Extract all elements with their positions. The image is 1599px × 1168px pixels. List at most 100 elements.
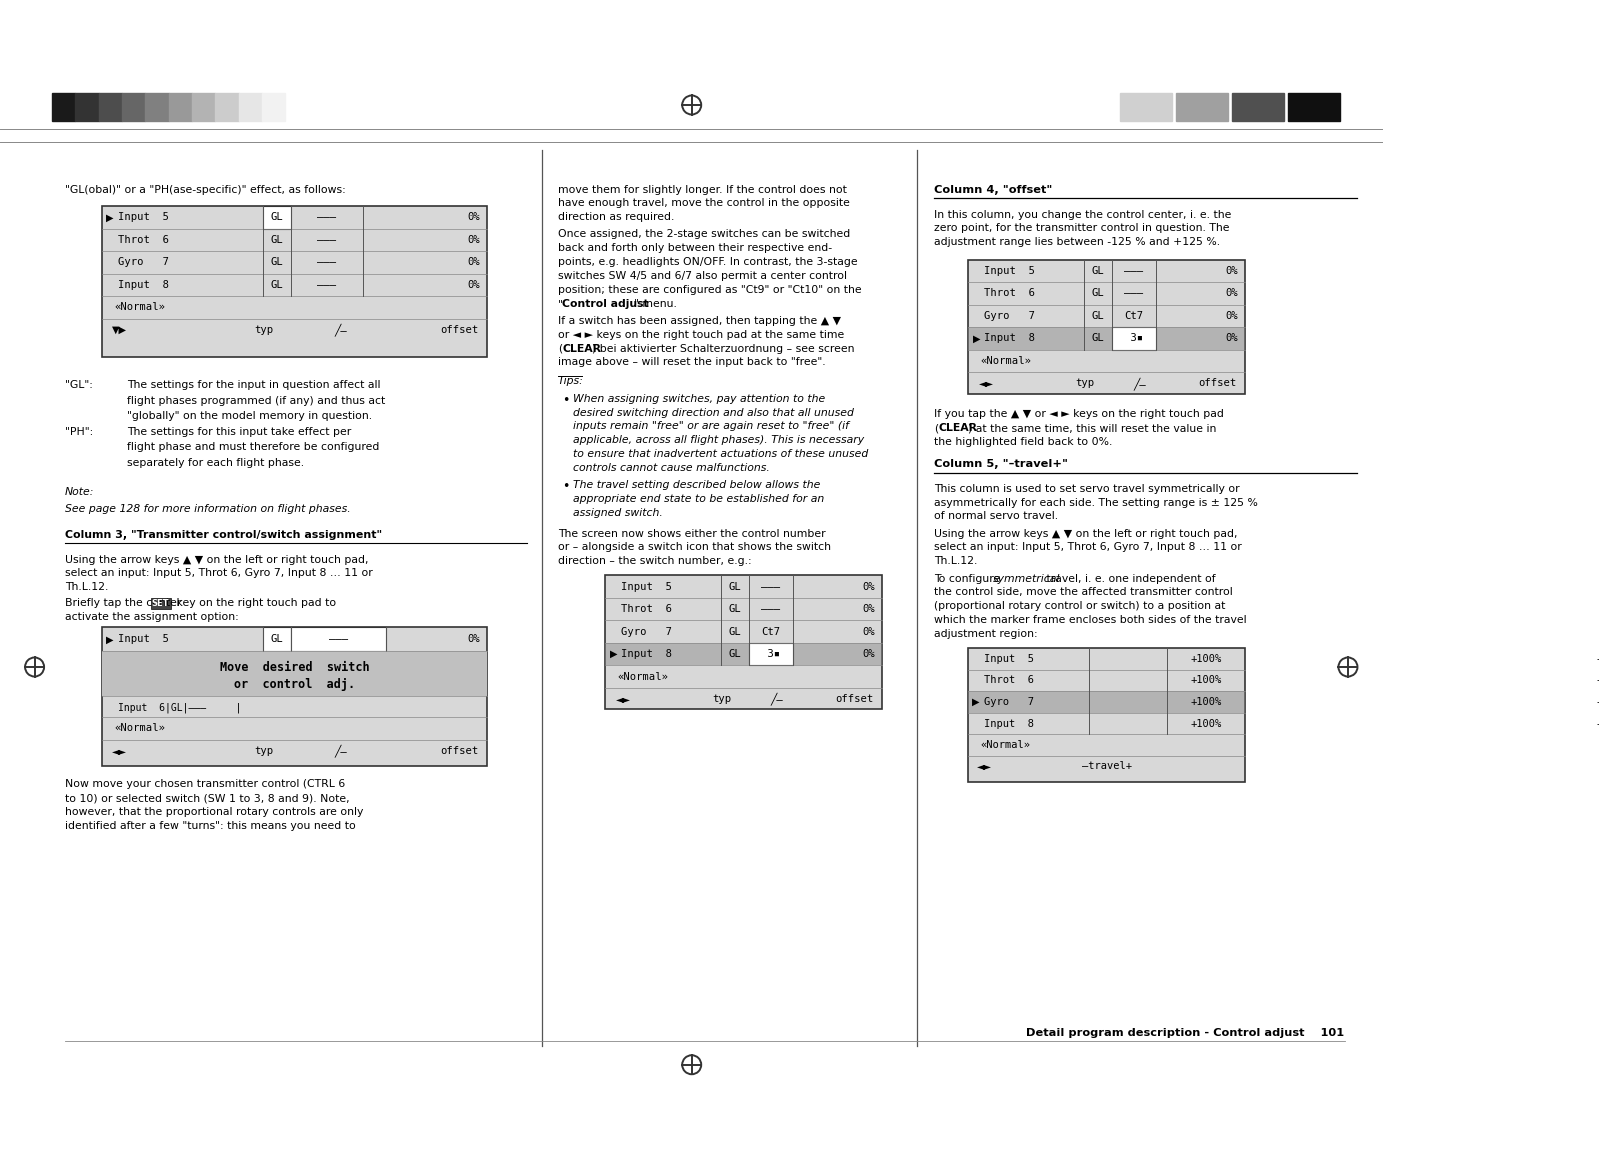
Text: Input  5: Input 5 [118, 213, 168, 222]
Text: 3▪: 3▪ [1124, 333, 1143, 343]
Text: GL: GL [1092, 333, 1105, 343]
Bar [606, 576, 883, 709]
Text: To configure: To configure [934, 573, 1004, 584]
Text: ▶: ▶ [107, 634, 114, 645]
Text: select an input: Input 5, Throt 6, Gyro 7, Input 8 … 11 or: select an input: Input 5, Throt 6, Gyro … [66, 569, 373, 578]
Text: Input  5: Input 5 [983, 654, 1035, 663]
Text: symmetrical: symmetrical [993, 573, 1060, 584]
Text: ▶: ▶ [107, 213, 114, 222]
Bar [969, 259, 1246, 394]
Text: ) at the same time, this will reset the value in: ) at the same time, this will reset the … [969, 423, 1217, 433]
Bar [262, 627, 291, 652]
Text: back and forth only between their respective end-: back and forth only between their respec… [558, 243, 831, 253]
Text: or  control  adj.: or control adj. [233, 677, 355, 690]
Text: ▶: ▶ [609, 649, 617, 659]
Text: 0%: 0% [1225, 333, 1238, 343]
Bar [262, 93, 285, 120]
Text: direction – the switch number, e.g.:: direction – the switch number, e.g.: [558, 556, 752, 566]
Text: Throt  6: Throt 6 [620, 604, 672, 614]
Text: desired switching direction and also that all unused: desired switching direction and also tha… [574, 408, 854, 418]
Text: flight phases programmed (if any) and thus act: flight phases programmed (if any) and th… [126, 396, 385, 405]
Text: ": " [558, 299, 563, 308]
Text: the highlighted field back to 0%.: the highlighted field back to 0%. [934, 437, 1113, 447]
Text: ———: ——— [317, 280, 336, 290]
Text: "GL":: "GL": [66, 380, 93, 390]
Text: 0%: 0% [467, 634, 480, 645]
Text: Input  5: Input 5 [118, 634, 168, 645]
Text: ╱–: ╱– [771, 693, 784, 705]
Text: offset: offset [440, 746, 478, 756]
Text: ———: ——— [1124, 266, 1143, 276]
Text: CLEAR: CLEAR [561, 343, 601, 354]
Text: flight phase and must therefore be configured: flight phase and must therefore be confi… [126, 443, 379, 452]
Text: Using the arrow keys ▲ ▼ on the left or right touch pad,: Using the arrow keys ▲ ▼ on the left or … [934, 529, 1238, 538]
Text: ╱–: ╱– [1134, 377, 1146, 390]
Text: 0%: 0% [862, 649, 875, 659]
Text: inputs remain "free" or are again reset to "free" (if: inputs remain "free" or are again reset … [574, 422, 849, 431]
Text: (: ( [558, 343, 561, 354]
Text: identified after a few "turns": this means you need to: identified after a few "turns": this mea… [66, 821, 355, 830]
Bar [748, 642, 793, 666]
Text: ———: ——— [317, 235, 336, 245]
Text: ———: ——— [761, 604, 780, 614]
Text: Gyro   7: Gyro 7 [118, 257, 168, 267]
Text: switches SW 4/5 and 6/7 also permit a center control: switches SW 4/5 and 6/7 also permit a ce… [558, 271, 847, 281]
Text: 0%: 0% [1225, 288, 1238, 299]
Text: This column is used to set servo travel symmetrically or: This column is used to set servo travel … [934, 484, 1239, 494]
Text: GL: GL [270, 257, 283, 267]
Text: Tips:: Tips: [558, 376, 584, 387]
Text: Input  5: Input 5 [620, 582, 672, 592]
Text: have enough travel, move the control in the opposite: have enough travel, move the control in … [558, 199, 849, 208]
Text: +100%: +100% [1597, 697, 1599, 707]
Text: See page 128 for more information on flight phases.: See page 128 for more information on fli… [66, 503, 350, 514]
Text: select an input: Input 5, Throt 6, Gyro 7, Input 8 … 11 or: select an input: Input 5, Throt 6, Gyro … [934, 542, 1241, 552]
Text: •: • [561, 394, 569, 406]
Text: «Normal»: «Normal» [617, 672, 668, 681]
Text: «Normal»: «Normal» [980, 739, 1030, 750]
Text: 0%: 0% [862, 626, 875, 637]
Text: ) bei aktivierter Schalterzuordnung – see screen: ) bei aktivierter Schalterzuordnung – se… [592, 343, 855, 354]
Bar [969, 648, 1246, 783]
Text: ▼▶: ▼▶ [112, 325, 128, 335]
Text: GL: GL [729, 604, 742, 614]
Bar [102, 207, 486, 357]
Text: ◄►: ◄► [977, 762, 991, 771]
Text: ▶: ▶ [972, 697, 979, 707]
Text: +100%: +100% [1191, 654, 1222, 663]
Text: Column 5, "–travel+": Column 5, "–travel+" [934, 459, 1068, 470]
Bar [102, 627, 486, 765]
Text: activate the assignment option:: activate the assignment option: [66, 612, 238, 621]
Text: +100%: +100% [1191, 718, 1222, 729]
Text: Once assigned, the 2-stage switches can be switched: Once assigned, the 2-stage switches can … [558, 229, 851, 239]
Text: Gyro   7: Gyro 7 [620, 626, 672, 637]
Text: +100%: +100% [1191, 675, 1222, 686]
Bar [51, 93, 75, 120]
Text: to 10) or selected switch (SW 1 to 3, 8 and 9). Note,: to 10) or selected switch (SW 1 to 3, 8 … [66, 793, 350, 804]
Bar [1233, 93, 1284, 120]
Text: GL: GL [1092, 311, 1105, 321]
Text: to ensure that inadvertent actuations of these unused: to ensure that inadvertent actuations of… [574, 450, 868, 459]
Text: The travel setting described below allows the: The travel setting described below allow… [574, 480, 820, 491]
Text: Detail program description - Control adjust    101: Detail program description - Control adj… [1027, 1028, 1345, 1038]
Text: offset: offset [440, 325, 478, 335]
Text: «Normal»: «Normal» [114, 303, 165, 312]
Text: Throt  6: Throt 6 [983, 675, 1035, 686]
Bar [1119, 93, 1172, 120]
Text: The settings for the input in question affect all: The settings for the input in question a… [126, 380, 381, 390]
Text: 0%: 0% [862, 582, 875, 592]
Text: 0%: 0% [862, 604, 875, 614]
Text: Th.L.12.: Th.L.12. [934, 556, 977, 566]
Text: Input  6|GL|———     |: Input 6|GL|——— | [118, 702, 241, 712]
Text: «Normal»: «Normal» [980, 356, 1031, 366]
Text: points, e.g. headlights ON/OFF. In contrast, the 3-stage: points, e.g. headlights ON/OFF. In contr… [558, 257, 857, 267]
Bar [262, 207, 291, 229]
Text: ◄►: ◄► [616, 694, 630, 704]
Text: If a switch has been assigned, then tapping the ▲ ▼: If a switch has been assigned, then tapp… [558, 317, 841, 326]
Text: asymmetrically for each side. The setting range is ± 125 %: asymmetrically for each side. The settin… [934, 498, 1258, 508]
Text: image above – will reset the input back to "free".: image above – will reset the input back … [558, 357, 825, 368]
Text: ▶: ▶ [972, 333, 980, 343]
Text: typ: typ [712, 694, 731, 704]
Text: offset: offset [1198, 378, 1236, 389]
Bar [192, 93, 216, 120]
Text: In this column, you change the control center, i. e. the: In this column, you change the control c… [934, 209, 1231, 220]
